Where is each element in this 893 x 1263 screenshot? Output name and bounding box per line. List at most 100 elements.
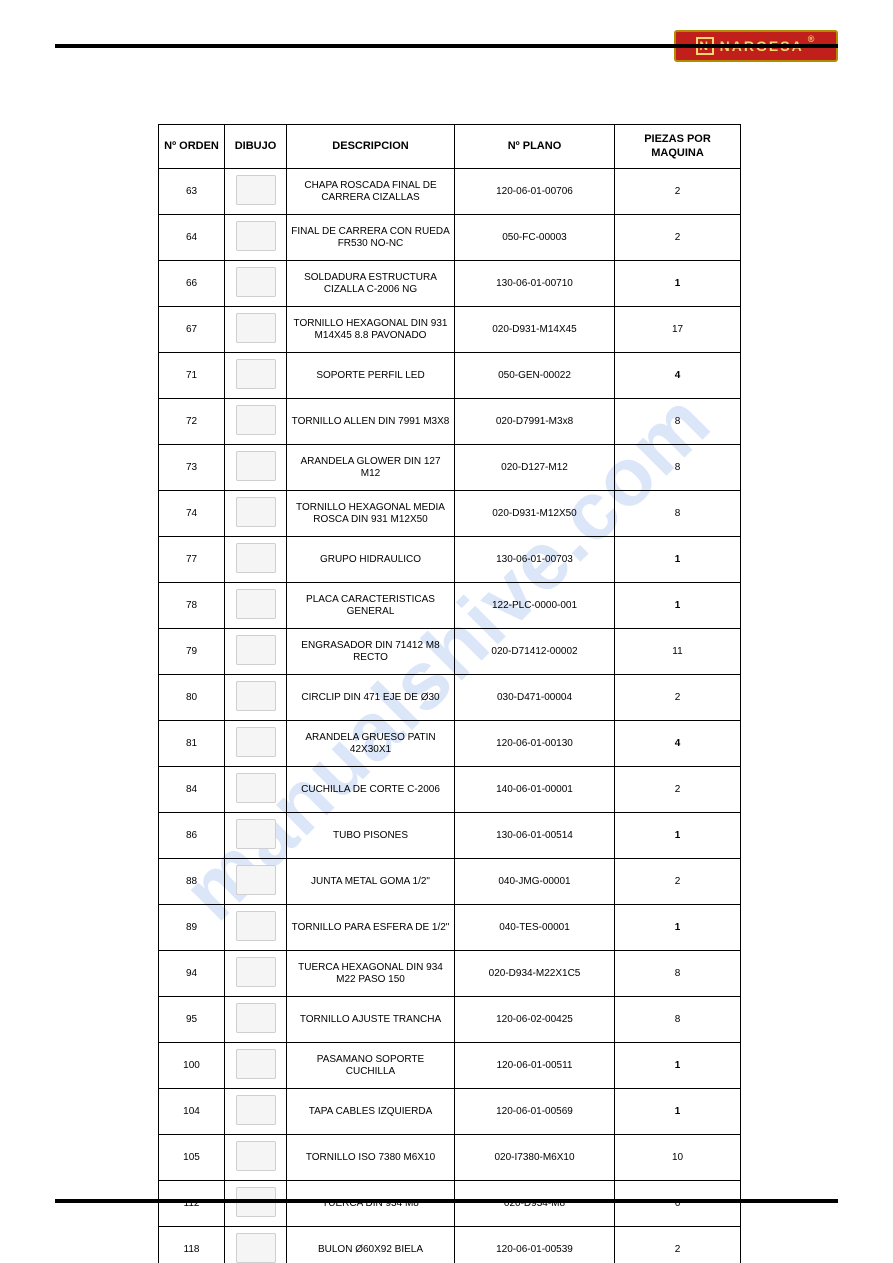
cell-orden: 95 <box>159 997 225 1043</box>
cell-piezas: 4 <box>615 353 741 399</box>
cell-piezas: 2 <box>615 215 741 261</box>
cell-orden: 66 <box>159 261 225 307</box>
cell-orden: 112 <box>159 1181 225 1227</box>
cell-dibujo <box>225 813 287 859</box>
table-row: 104TAPA CABLES IZQUIERDA120-06-01-005691 <box>159 1089 741 1135</box>
table-row: 79ENGRASADOR DIN 71412 M8 RECTO020-D7141… <box>159 629 741 675</box>
cell-plano: 130-06-01-00710 <box>455 261 615 307</box>
table-row: 64FINAL DE CARRERA CON RUEDA FR530 NO-NC… <box>159 215 741 261</box>
cell-orden: 79 <box>159 629 225 675</box>
drawing-thumbnail <box>236 589 276 619</box>
cell-dibujo <box>225 721 287 767</box>
cell-descripcion: CIRCLIP DIN 471 EJE DE Ø30 <box>287 675 455 721</box>
cell-plano: 120-06-01-00569 <box>455 1089 615 1135</box>
cell-orden: 100 <box>159 1043 225 1089</box>
cell-dibujo <box>225 951 287 997</box>
cell-orden: 86 <box>159 813 225 859</box>
brand-registered: ® <box>808 34 817 44</box>
cell-dibujo <box>225 307 287 353</box>
table-row: 73ARANDELA GLOWER DIN 127 M12020-D127-M1… <box>159 445 741 491</box>
cell-descripcion: TORNILLO ALLEN DIN 7991 M3X8 <box>287 399 455 445</box>
parts-table-wrap: Nº ORDEN DIBUJO DESCRIPCION Nº PLANO PIE… <box>158 124 740 1263</box>
cell-piezas: 2 <box>615 767 741 813</box>
rule-top <box>55 44 838 48</box>
cell-descripcion: GRUPO HIDRAULICO <box>287 537 455 583</box>
cell-plano: 020-D931-M12X50 <box>455 491 615 537</box>
table-row: 94TUERCA HEXAGONAL DIN 934 M22 PASO 1500… <box>159 951 741 997</box>
col-header-piezas: PIEZAS POR MAQUINA <box>615 125 741 169</box>
cell-orden: 94 <box>159 951 225 997</box>
cell-plano: 040-TES-00001 <box>455 905 615 951</box>
cell-piezas: 1 <box>615 583 741 629</box>
cell-plano: 020-D934-M8 <box>455 1181 615 1227</box>
cell-descripcion: TORNILLO HEXAGONAL MEDIA ROSCA DIN 931 M… <box>287 491 455 537</box>
cell-piezas: 1 <box>615 537 741 583</box>
cell-plano: 130-06-01-00514 <box>455 813 615 859</box>
cell-plano: 050-FC-00003 <box>455 215 615 261</box>
drawing-thumbnail <box>236 681 276 711</box>
drawing-thumbnail <box>236 175 276 205</box>
col-header-dibujo: DIBUJO <box>225 125 287 169</box>
cell-descripcion: TORNILLO AJUSTE TRANCHA <box>287 997 455 1043</box>
col-header-desc: DESCRIPCION <box>287 125 455 169</box>
drawing-thumbnail <box>236 267 276 297</box>
rule-bottom <box>55 1199 838 1203</box>
cell-descripcion: PASAMANO SOPORTE CUCHILLA <box>287 1043 455 1089</box>
table-row: 112TUERCA DIN 934 M8020-D934-M86 <box>159 1181 741 1227</box>
cell-orden: 118 <box>159 1227 225 1263</box>
drawing-thumbnail <box>236 727 276 757</box>
cell-orden: 67 <box>159 307 225 353</box>
table-row: 118 BULON Ø60X92 BIELA120-06-01-005392 <box>159 1227 741 1263</box>
cell-dibujo <box>225 169 287 215</box>
cell-plano: 020-D934-M22X1C5 <box>455 951 615 997</box>
cell-descripcion: ARANDELA GLOWER DIN 127 M12 <box>287 445 455 491</box>
cell-dibujo <box>225 261 287 307</box>
cell-orden: 84 <box>159 767 225 813</box>
cell-plano: 020-D931-M14X45 <box>455 307 615 353</box>
drawing-thumbnail <box>236 1141 276 1171</box>
cell-descripcion: ARANDELA GRUESO PATIN 42X30X1 <box>287 721 455 767</box>
table-row: 95TORNILLO AJUSTE TRANCHA120-06-02-00425… <box>159 997 741 1043</box>
cell-plano: 050-GEN-00022 <box>455 353 615 399</box>
cell-dibujo <box>225 215 287 261</box>
parts-table: Nº ORDEN DIBUJO DESCRIPCION Nº PLANO PIE… <box>158 124 741 1263</box>
cell-piezas: 2 <box>615 1227 741 1263</box>
col-header-plano: Nº PLANO <box>455 125 615 169</box>
table-row: 63CHAPA ROSCADA FINAL DE CARRERA CIZALLA… <box>159 169 741 215</box>
cell-orden: 77 <box>159 537 225 583</box>
cell-dibujo <box>225 1135 287 1181</box>
cell-descripcion: CUCHILLA DE CORTE C-2006 <box>287 767 455 813</box>
table-row: 81ARANDELA GRUESO PATIN 42X30X1120-06-01… <box>159 721 741 767</box>
drawing-thumbnail <box>236 543 276 573</box>
table-row: 72TORNILLO ALLEN DIN 7991 M3X8020-D7991-… <box>159 399 741 445</box>
cell-piezas: 8 <box>615 491 741 537</box>
cell-dibujo <box>225 767 287 813</box>
cell-plano: 120-06-01-00539 <box>455 1227 615 1263</box>
cell-dibujo <box>225 675 287 721</box>
drawing-thumbnail <box>236 451 276 481</box>
cell-dibujo <box>225 1043 287 1089</box>
drawing-thumbnail <box>236 221 276 251</box>
cell-orden: 63 <box>159 169 225 215</box>
cell-descripcion: BULON Ø60X92 BIELA <box>287 1227 455 1263</box>
cell-dibujo <box>225 997 287 1043</box>
cell-piezas: 11 <box>615 629 741 675</box>
cell-piezas: 8 <box>615 399 741 445</box>
cell-plano: 020-D7991-M3x8 <box>455 399 615 445</box>
cell-descripcion: TORNILLO HEXAGONAL DIN 931 M14X45 8.8 PA… <box>287 307 455 353</box>
table-row: 71SOPORTE PERFIL LED050-GEN-000224 <box>159 353 741 399</box>
cell-piezas: 8 <box>615 951 741 997</box>
cell-piezas: 1 <box>615 813 741 859</box>
drawing-thumbnail <box>236 957 276 987</box>
cell-dibujo <box>225 491 287 537</box>
cell-orden: 64 <box>159 215 225 261</box>
cell-orden: 74 <box>159 491 225 537</box>
col-header-orden: Nº ORDEN <box>159 125 225 169</box>
cell-dibujo <box>225 859 287 905</box>
cell-plano: 120-06-01-00130 <box>455 721 615 767</box>
table-row: 105TORNILLO ISO 7380 M6X10020-I7380-M6X1… <box>159 1135 741 1181</box>
cell-piezas: 6 <box>615 1181 741 1227</box>
cell-plano: 020-D127-M12 <box>455 445 615 491</box>
drawing-thumbnail <box>236 313 276 343</box>
cell-plano: 020-D71412-00002 <box>455 629 615 675</box>
